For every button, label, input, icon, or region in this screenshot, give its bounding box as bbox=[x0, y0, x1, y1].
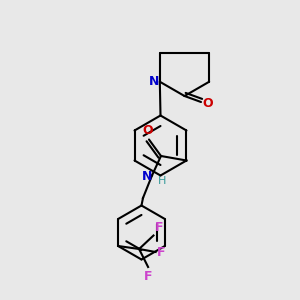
Text: F: F bbox=[157, 245, 165, 259]
Text: O: O bbox=[142, 124, 153, 136]
Text: F: F bbox=[144, 270, 152, 283]
Text: N: N bbox=[149, 75, 160, 88]
Text: F: F bbox=[154, 221, 163, 234]
Text: O: O bbox=[202, 97, 213, 110]
Text: N: N bbox=[141, 170, 152, 184]
Text: H: H bbox=[158, 176, 166, 186]
